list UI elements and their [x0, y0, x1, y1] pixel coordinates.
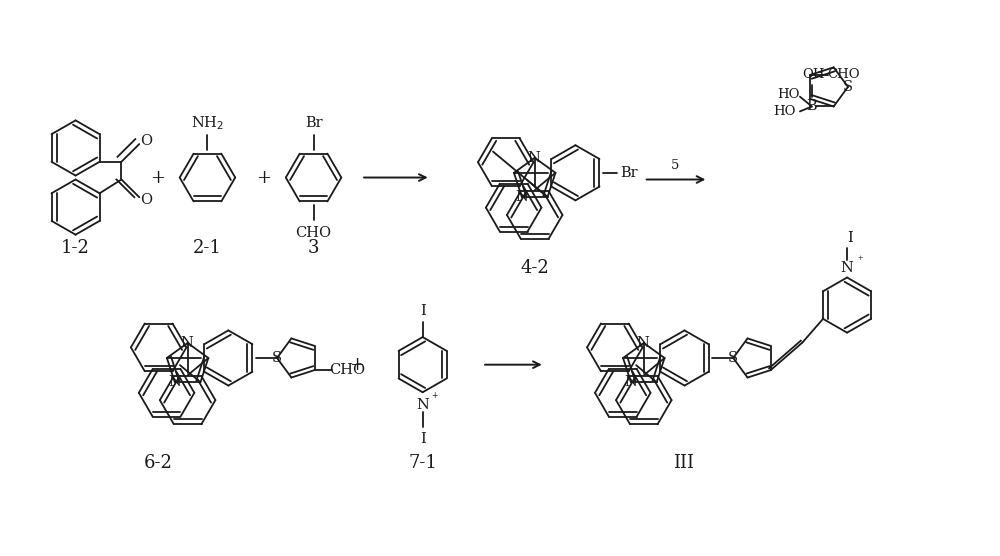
Text: S: S [843, 80, 853, 94]
Text: CHO: CHO [827, 68, 860, 81]
Text: B: B [807, 100, 817, 113]
Text: N: N [515, 190, 528, 204]
Text: N: N [625, 375, 637, 389]
Text: Br: Br [620, 166, 638, 180]
Text: CHO: CHO [329, 363, 365, 377]
Text: I: I [847, 231, 853, 245]
Text: S: S [272, 351, 282, 365]
Text: Br: Br [305, 116, 322, 130]
Text: CHO: CHO [296, 226, 332, 240]
Text: NH$_2$: NH$_2$ [191, 115, 224, 132]
Text: $^+$: $^+$ [856, 256, 864, 265]
Text: O: O [140, 134, 152, 148]
Text: 2-1: 2-1 [193, 240, 222, 257]
Text: 7-1: 7-1 [408, 454, 437, 472]
Text: +: + [349, 356, 364, 374]
Text: 5: 5 [671, 159, 680, 172]
Text: 1-2: 1-2 [61, 240, 90, 257]
Text: HO: HO [773, 105, 795, 118]
Text: +: + [256, 168, 271, 186]
Text: $^+$: $^+$ [430, 391, 439, 401]
Text: N: N [180, 336, 193, 350]
Text: III: III [673, 454, 694, 472]
Text: N: N [168, 375, 181, 389]
Text: +: + [150, 168, 165, 186]
Text: S: S [728, 351, 738, 365]
Text: N: N [416, 398, 429, 412]
Text: HO: HO [777, 88, 799, 101]
Text: I: I [420, 304, 426, 317]
Text: I: I [420, 431, 426, 445]
Text: 3: 3 [308, 240, 319, 257]
Text: O: O [140, 193, 152, 207]
Text: 4-2: 4-2 [520, 259, 549, 277]
Text: OH: OH [803, 68, 825, 82]
Text: N: N [636, 336, 649, 350]
Text: 6-2: 6-2 [143, 454, 172, 472]
Text: N: N [841, 261, 854, 275]
Text: N: N [527, 151, 540, 165]
